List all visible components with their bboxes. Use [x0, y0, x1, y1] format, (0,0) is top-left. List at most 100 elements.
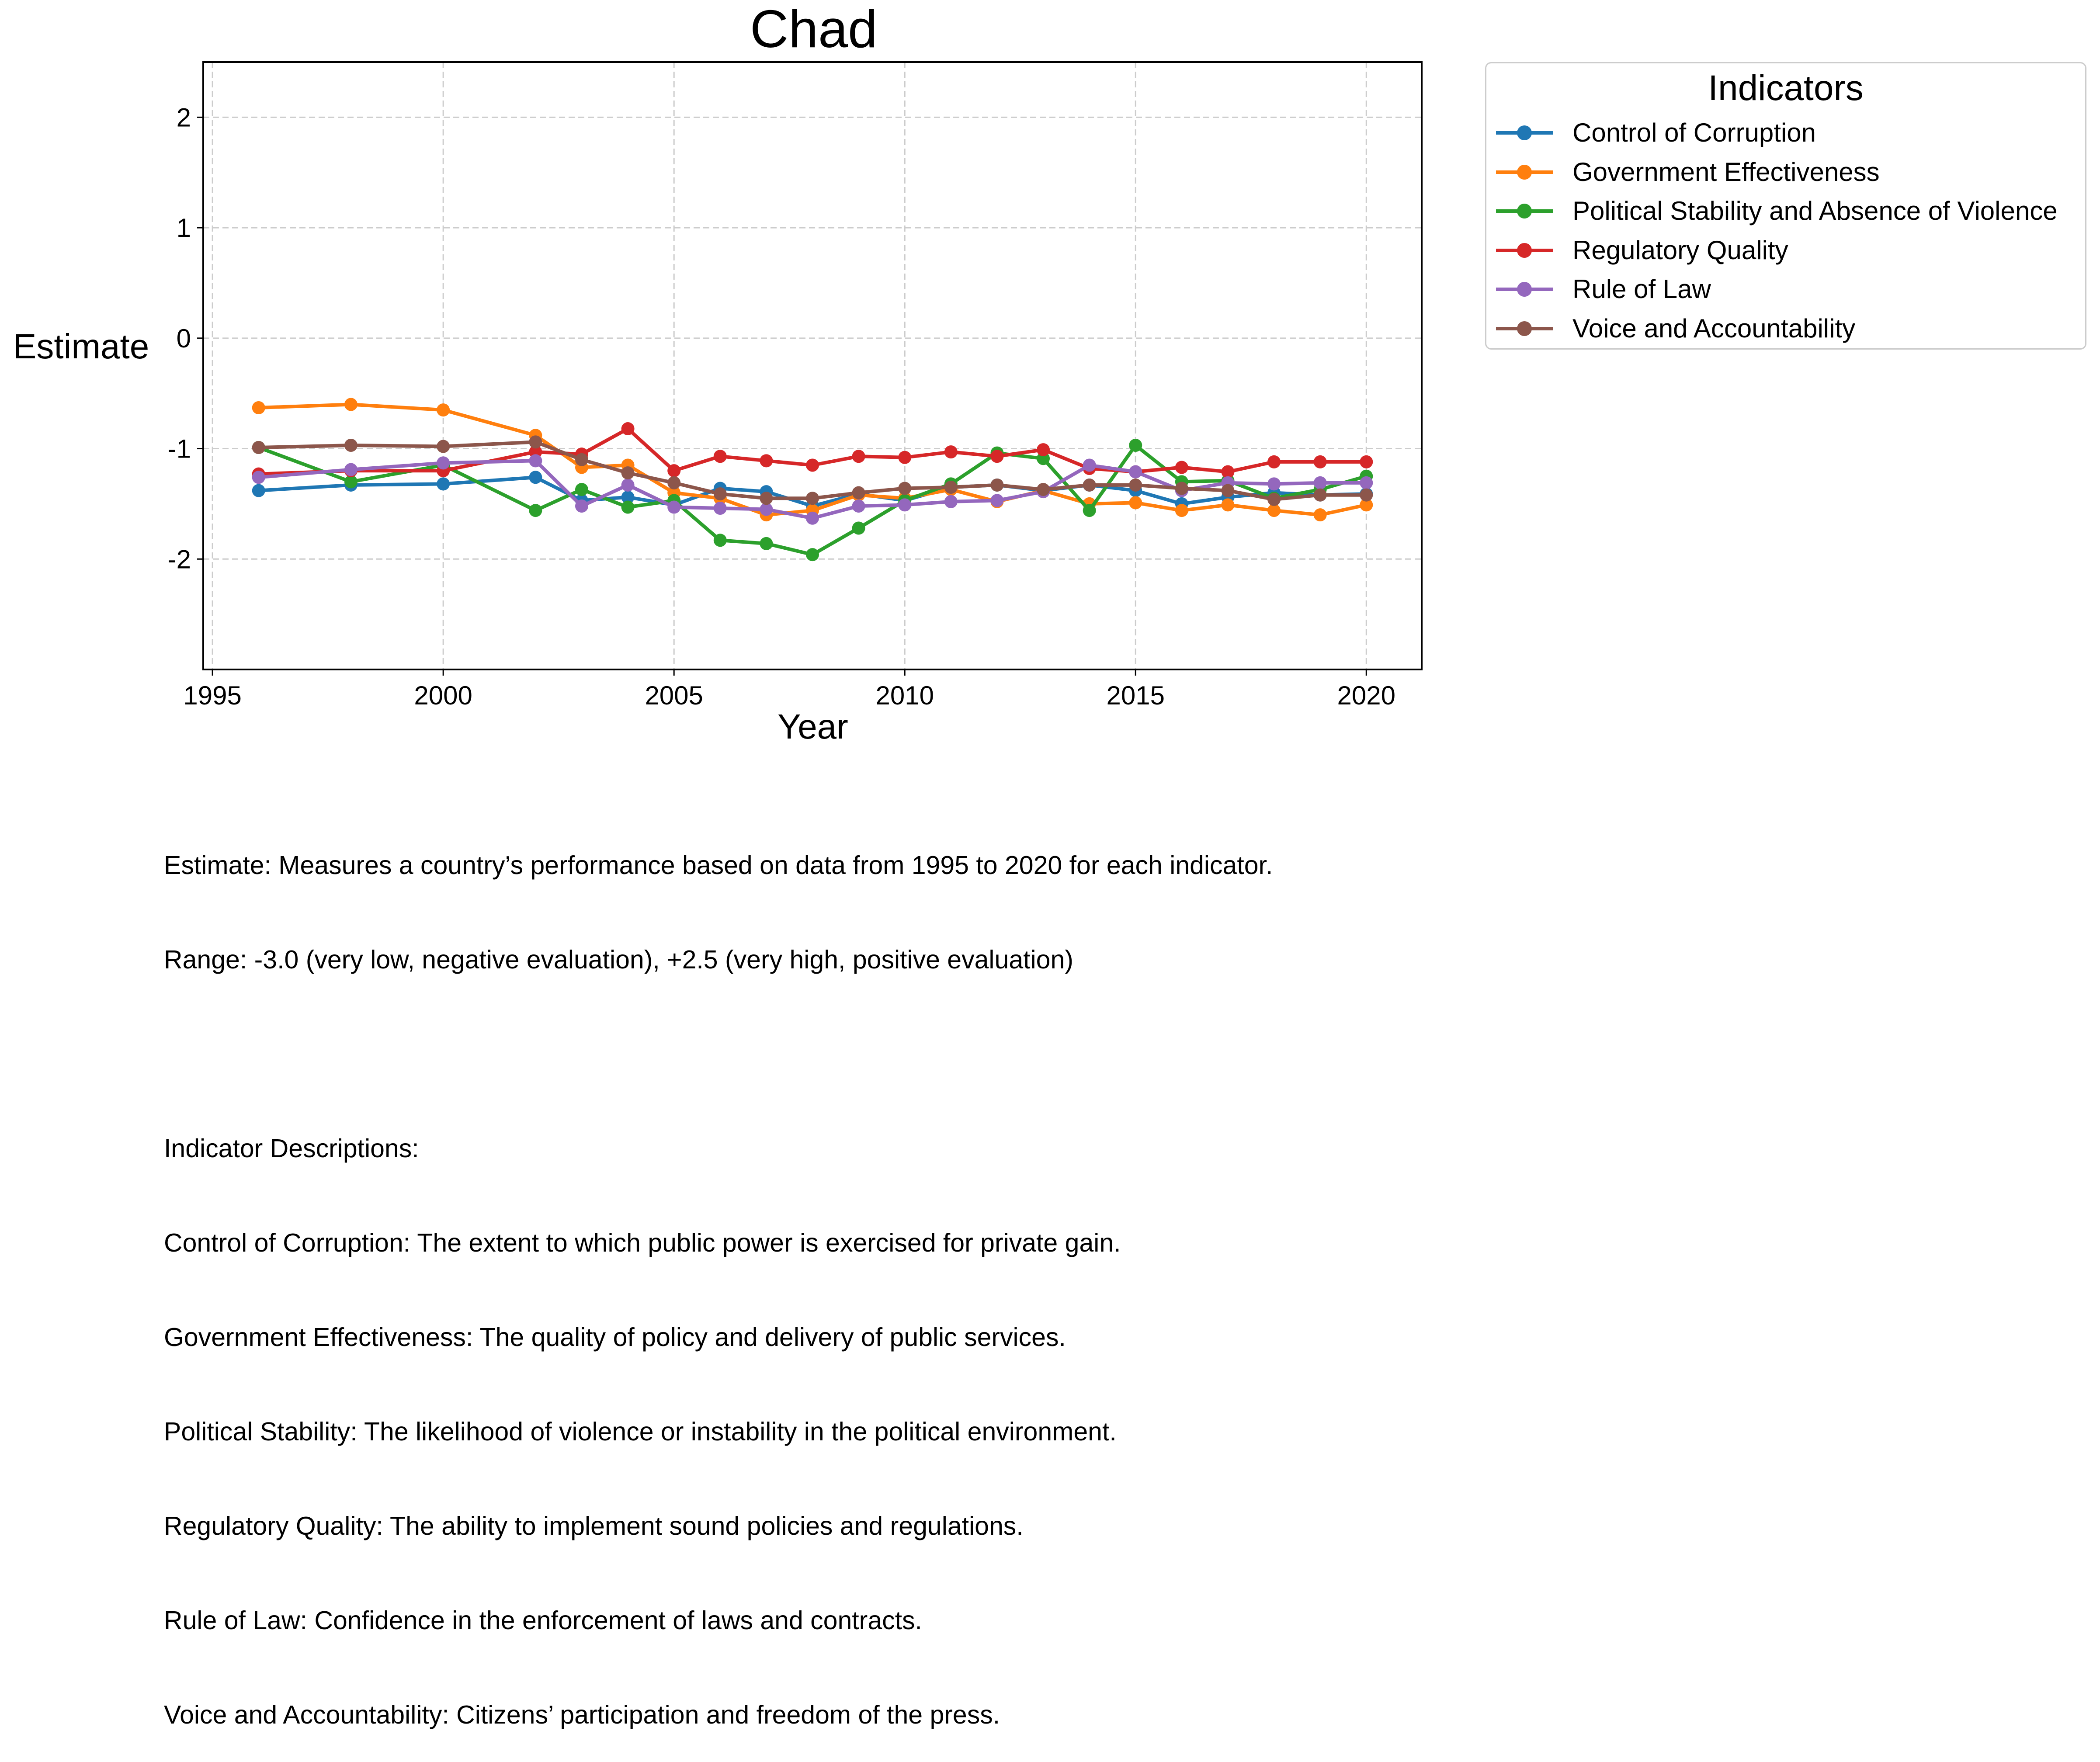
x-tick-label: 2015: [1107, 681, 1165, 710]
data-point: [1175, 504, 1188, 517]
data-point: [252, 401, 265, 415]
legend-title: Indicators: [1708, 68, 1864, 108]
data-point: [1037, 483, 1050, 496]
legend-marker: [1517, 282, 1532, 297]
data-point: [252, 484, 265, 497]
legend-item: Control of Corruption: [1486, 114, 2085, 153]
legend-label: Government Effectiveness: [1572, 157, 1880, 187]
series-line: [258, 444, 1367, 557]
data-point: [760, 492, 773, 505]
legend-item: Voice and Accountability: [1486, 309, 2085, 349]
data-point: [1313, 455, 1327, 468]
data-point: [1221, 498, 1235, 512]
data-point: [1175, 482, 1188, 495]
note-line: Voice and Accountability: Citizens’ part…: [164, 1700, 1000, 1729]
data-point: [1129, 478, 1142, 492]
note-line: Range: -3.0 (very low, negative evaluati…: [164, 945, 1073, 974]
series-line: [258, 427, 1367, 476]
data-point: [621, 478, 635, 492]
data-point: [1267, 455, 1281, 468]
data-point: [437, 477, 450, 491]
data-point: [1360, 498, 1373, 512]
y-axis-label: Estimate: [13, 327, 149, 366]
x-axis-label: Year: [778, 707, 848, 746]
grid: [203, 62, 1422, 669]
plot-frame: [202, 61, 1423, 670]
legend-label: Political Stability and Absence of Viole…: [1572, 196, 2058, 225]
data-point: [621, 490, 635, 504]
note-line: ​: [164, 1038, 1273, 1070]
x-tick-label: 1995: [183, 681, 241, 710]
data-point: [806, 548, 819, 562]
data-point: [437, 403, 450, 417]
data-point: [1360, 488, 1373, 502]
series-line: [258, 459, 1367, 520]
legend-marker: [1517, 125, 1532, 140]
y-tick-label: 1: [177, 213, 191, 243]
data-point: [252, 471, 265, 484]
legend-label: Regulatory Quality: [1572, 235, 1788, 265]
note-line: Indicator Descriptions:: [164, 1134, 419, 1163]
x-tick-label: 2020: [1337, 681, 1395, 710]
data-point: [1267, 504, 1281, 517]
data-point: [529, 435, 542, 449]
data-point: [344, 475, 358, 489]
legend-marker: [1517, 164, 1532, 180]
data-point: [760, 537, 773, 550]
legend-label: Control of Corruption: [1572, 118, 1816, 147]
note-line: Political Stability: The likelihood of v…: [164, 1417, 1117, 1446]
data-point: [990, 494, 1004, 507]
data-point: [529, 454, 542, 468]
x-tick-label: 2000: [414, 681, 472, 710]
data-point: [1037, 443, 1050, 457]
data-point: [1129, 496, 1142, 510]
data-point: [437, 440, 450, 453]
data-point: [852, 450, 865, 463]
data-point: [344, 398, 358, 411]
data-point: [806, 511, 819, 525]
data-point: [1360, 476, 1373, 489]
data-point: [1129, 465, 1142, 479]
data-point: [944, 495, 958, 508]
data-point: [667, 500, 681, 514]
data-point: [1083, 504, 1096, 517]
data-point: [713, 502, 727, 515]
data-point: [852, 486, 865, 499]
x-tick-label: 2010: [875, 681, 934, 710]
legend-label: Voice and Accountability: [1572, 313, 1856, 343]
note-line: Government Effectiveness: The quality of…: [164, 1323, 1066, 1352]
data-point: [1129, 438, 1142, 452]
legend-item: Rule of Law: [1486, 270, 2085, 309]
data-point: [713, 487, 727, 501]
note-line: Rule of Law: Confidence in the enforceme…: [164, 1606, 922, 1635]
data-point: [1360, 455, 1373, 468]
data-point: [1221, 465, 1235, 479]
data-point: [437, 456, 450, 470]
data-point: [575, 483, 588, 496]
y-tick-label: 2: [177, 103, 191, 132]
y-tick-label: -1: [168, 434, 191, 464]
data-point: [621, 466, 635, 480]
legend-marker: [1517, 204, 1532, 219]
note-line: Control of Corruption: The extent to whi…: [164, 1228, 1121, 1257]
series-layer: [252, 398, 1373, 562]
data-point: [575, 453, 588, 466]
chart-title: Chad: [750, 0, 878, 59]
data-point: [990, 478, 1004, 492]
data-point: [713, 450, 727, 463]
data-point: [944, 481, 958, 494]
line-chart: Chad 1995 2000 2005 2010 2015 2020 2 1 0 -1 -2 Yea…: [13, 0, 1423, 746]
data-point: [898, 498, 912, 512]
data-point: [990, 450, 1004, 463]
series-group: [252, 435, 1373, 506]
y-tick-label: 0: [177, 324, 191, 353]
legend-item: Government Effectiveness: [1486, 153, 2085, 192]
legend-label: Rule of Law: [1572, 274, 1711, 304]
data-point: [529, 471, 542, 484]
data-point: [575, 499, 588, 513]
note-line: Regulatory Quality: The ability to imple…: [164, 1512, 1024, 1540]
data-point: [344, 438, 358, 452]
data-point: [252, 441, 265, 454]
data-point: [1175, 461, 1188, 474]
data-point: [621, 500, 635, 514]
